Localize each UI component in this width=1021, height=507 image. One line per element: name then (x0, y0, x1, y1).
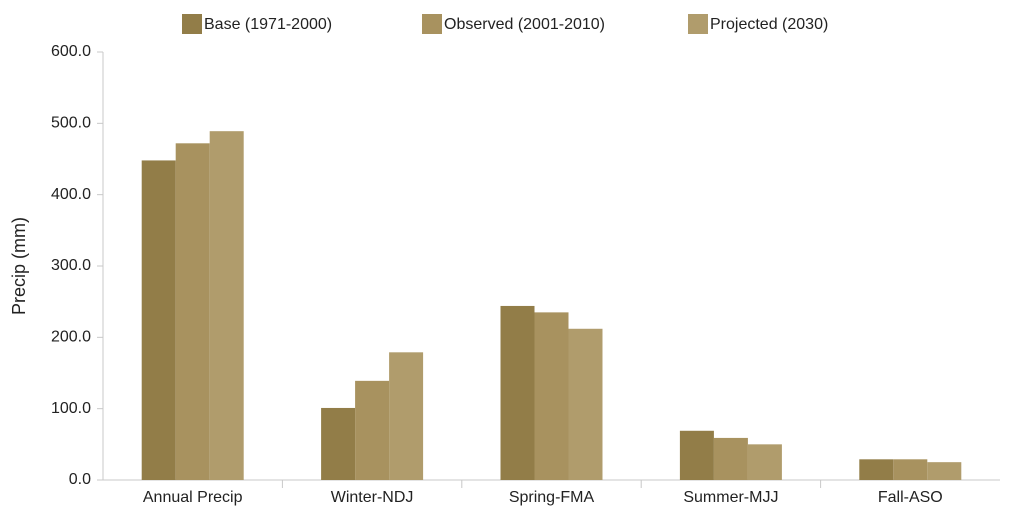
legend-swatch (422, 14, 442, 34)
y-tick-label: 0.0 (69, 471, 91, 488)
bar (175, 143, 210, 480)
legend-label: Projected (2030) (710, 16, 828, 33)
bar (355, 380, 390, 480)
bar (927, 462, 962, 480)
bar (321, 407, 356, 480)
bar (141, 160, 176, 480)
y-axis-label: Precip (mm) (9, 217, 29, 315)
bar (500, 305, 535, 480)
x-tick-label: Fall-ASO (878, 489, 943, 506)
bar (209, 131, 244, 480)
y-tick-label: 400.0 (51, 186, 91, 203)
x-tick-label: Annual Precip (143, 489, 243, 506)
y-tick-label: 300.0 (51, 257, 91, 274)
bar (389, 352, 424, 480)
legend-label: Base (1971-2000) (204, 16, 332, 33)
legend-swatch (182, 14, 202, 34)
bar (679, 430, 714, 480)
y-tick-label: 100.0 (51, 400, 91, 417)
bar (568, 328, 603, 480)
y-tick-label: 200.0 (51, 329, 91, 346)
bar (893, 459, 928, 480)
bar (747, 444, 782, 480)
legend-swatch (688, 14, 708, 34)
x-tick-label: Winter-NDJ (331, 489, 414, 506)
x-tick-label: Spring-FMA (509, 489, 595, 506)
y-tick-label: 600.0 (51, 43, 91, 60)
bar (859, 459, 894, 480)
bar (534, 312, 569, 480)
y-tick-label: 500.0 (51, 115, 91, 132)
bar (713, 437, 748, 480)
x-tick-label: Summer-MJJ (683, 489, 778, 506)
legend-label: Observed (2001-2010) (444, 16, 605, 33)
